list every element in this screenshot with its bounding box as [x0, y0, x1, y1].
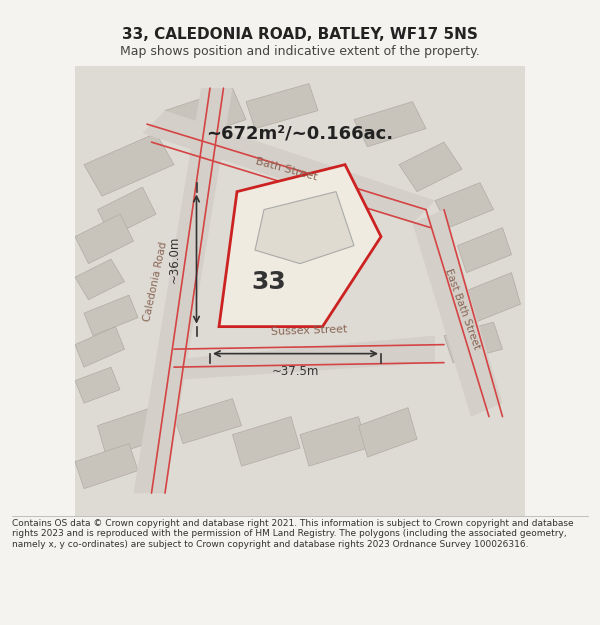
- Polygon shape: [444, 322, 503, 362]
- Polygon shape: [143, 111, 435, 223]
- Polygon shape: [467, 272, 521, 322]
- Polygon shape: [165, 336, 435, 381]
- Polygon shape: [75, 367, 120, 403]
- Text: ~37.5m: ~37.5m: [272, 365, 319, 378]
- Text: 33: 33: [251, 269, 286, 294]
- Polygon shape: [354, 102, 426, 147]
- Polygon shape: [255, 192, 354, 264]
- Polygon shape: [75, 214, 133, 264]
- Polygon shape: [246, 84, 318, 129]
- Polygon shape: [399, 142, 462, 192]
- Polygon shape: [97, 187, 156, 237]
- Text: ~36.0m: ~36.0m: [167, 236, 181, 282]
- Text: Map shows position and indicative extent of the property.: Map shows position and indicative extent…: [120, 45, 480, 58]
- Text: Sussex Street: Sussex Street: [271, 325, 347, 338]
- FancyBboxPatch shape: [75, 66, 525, 516]
- Polygon shape: [174, 399, 241, 444]
- Text: 33, CALEDONIA ROAD, BATLEY, WF17 5NS: 33, CALEDONIA ROAD, BATLEY, WF17 5NS: [122, 27, 478, 42]
- Polygon shape: [435, 182, 493, 228]
- Polygon shape: [97, 403, 174, 457]
- Text: ~672m²/~0.166ac.: ~672m²/~0.166ac.: [206, 124, 394, 142]
- Text: Caledonia Road: Caledonia Road: [143, 241, 169, 322]
- Polygon shape: [165, 88, 246, 142]
- Polygon shape: [359, 408, 417, 457]
- Polygon shape: [219, 164, 381, 327]
- Polygon shape: [458, 228, 511, 272]
- Polygon shape: [233, 417, 300, 466]
- Polygon shape: [133, 88, 233, 493]
- Polygon shape: [413, 209, 503, 417]
- Text: East Bath Street: East Bath Street: [443, 267, 481, 350]
- Polygon shape: [75, 444, 138, 489]
- Polygon shape: [75, 327, 125, 367]
- Polygon shape: [84, 133, 174, 196]
- Text: Contains OS data © Crown copyright and database right 2021. This information is : Contains OS data © Crown copyright and d…: [12, 519, 574, 549]
- Polygon shape: [75, 259, 125, 299]
- Polygon shape: [300, 417, 367, 466]
- Polygon shape: [84, 295, 138, 336]
- Text: Bath Street: Bath Street: [254, 156, 319, 182]
